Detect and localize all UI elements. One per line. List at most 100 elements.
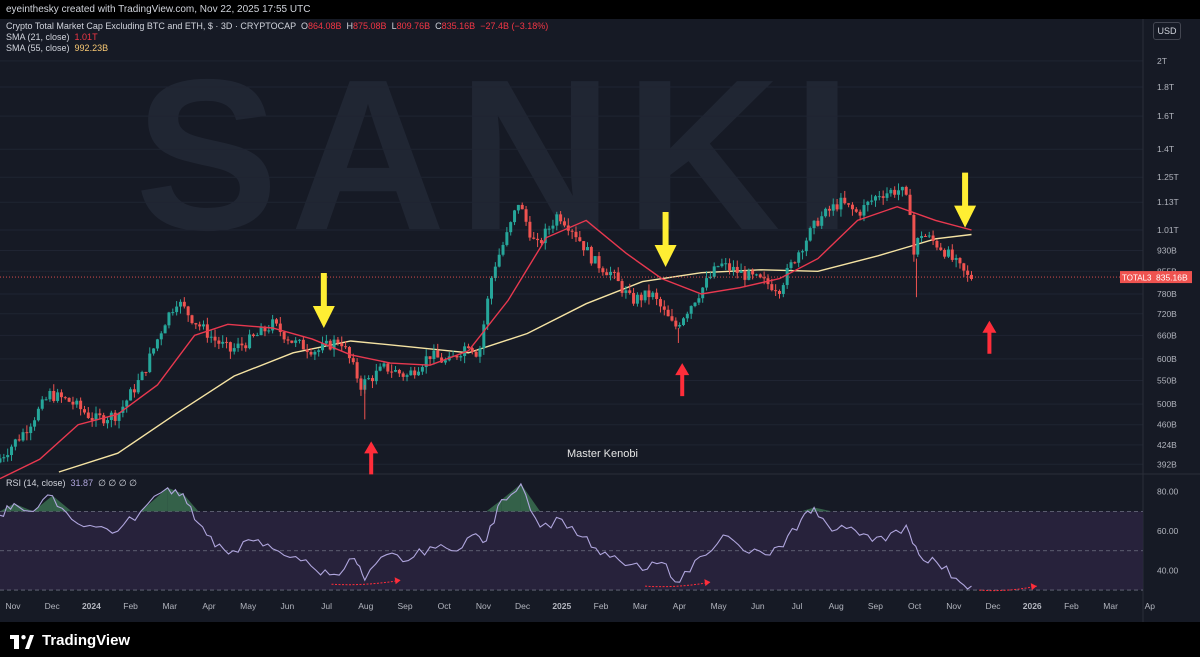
- time-tick-label: Nov: [946, 601, 962, 611]
- candle: [117, 412, 121, 421]
- time-tick-label: Mar: [162, 601, 177, 611]
- sma55-legend[interactable]: SMA (55, close) 992.23B: [6, 43, 108, 53]
- candle: [735, 266, 739, 273]
- candle: [432, 350, 436, 359]
- candle: [513, 210, 517, 223]
- candle: [175, 306, 179, 313]
- ohlc-change: −27.4B (−3.18%): [480, 21, 549, 31]
- candle: [221, 341, 225, 344]
- candle: [935, 240, 939, 248]
- candle: [551, 225, 555, 229]
- candle: [570, 230, 574, 232]
- candle: [854, 209, 858, 212]
- candle: [804, 240, 808, 252]
- price-tick-label: 392B: [1157, 459, 1177, 469]
- candle: [758, 274, 762, 278]
- candle: [309, 351, 313, 355]
- candle: [225, 341, 229, 343]
- candle: [478, 348, 482, 357]
- time-tick-label: Mar: [1103, 601, 1118, 611]
- candle: [674, 320, 678, 327]
- candle: [812, 220, 816, 229]
- candle: [747, 270, 751, 280]
- candle: [52, 391, 56, 401]
- candle: [466, 346, 470, 349]
- candle: [186, 306, 190, 316]
- candle: [490, 277, 494, 299]
- candle: [966, 270, 970, 275]
- ohlc-h-value: 875.08B: [353, 21, 387, 31]
- rsi-line: [0, 482, 972, 590]
- candle: [697, 298, 701, 303]
- rsi-divergence-arrow: [645, 581, 711, 588]
- candle: [685, 313, 689, 319]
- rsi-legend[interactable]: RSI (14, close) 31.87 ∅ ∅ ∅ ∅: [6, 478, 137, 489]
- candle: [321, 343, 325, 351]
- time-tick-label: Feb: [594, 601, 609, 611]
- candle: [44, 399, 48, 401]
- candle: [59, 392, 63, 398]
- candle: [793, 262, 797, 264]
- sma21-legend[interactable]: SMA (21, close) 1.01T: [6, 32, 98, 42]
- ohlc-o-label: O: [300, 21, 308, 31]
- time-tick-label: Jul: [321, 601, 332, 611]
- chart-area[interactable]: SANKI 2T 1.8T 1.6T 1.4T 1.25T 1.13T 1.01T 930B 8…: [0, 19, 1200, 622]
- candle: [520, 204, 524, 210]
- ohlc-o-value: 864.08B: [307, 21, 342, 31]
- rsi-overbought-fill: [140, 487, 168, 512]
- candle: [562, 221, 566, 226]
- candle: [509, 222, 513, 233]
- candle: [916, 238, 920, 255]
- candle: [328, 340, 332, 350]
- price-tick-label: 1.13T: [1157, 197, 1179, 207]
- currency-button[interactable]: USD: [1153, 22, 1181, 40]
- time-tick-label: 2024: [82, 601, 101, 611]
- time-tick-label: May: [240, 601, 257, 611]
- time-tick-label: Oct: [908, 601, 922, 611]
- candle: [543, 228, 547, 244]
- sma21-label: SMA (21, close): [6, 32, 70, 42]
- candle: [632, 292, 636, 304]
- annotation-master-kenobi: Master Kenobi: [567, 448, 638, 460]
- candle: [417, 371, 421, 376]
- rsi-tick-label: 60.00: [1157, 526, 1179, 536]
- candle: [240, 343, 244, 346]
- candle: [278, 323, 282, 332]
- price-tag-value-bg: [1153, 271, 1192, 284]
- candle: [17, 439, 21, 441]
- candle: [440, 357, 444, 363]
- candle: [701, 287, 705, 299]
- tradingview-logo[interactable]: TradingView: [10, 631, 150, 651]
- candle: [954, 258, 958, 260]
- time-tick-label: Aug: [358, 601, 373, 611]
- candle: [424, 356, 428, 368]
- candle: [797, 252, 801, 263]
- candle: [455, 355, 459, 358]
- candle: [301, 339, 305, 350]
- candle: [962, 263, 966, 271]
- chart-svg[interactable]: SANKI 2T 1.8T 1.6T 1.4T 1.25T 1.13T 1.01T 930B 8…: [0, 19, 1200, 622]
- candle: [129, 389, 133, 401]
- candle: [63, 397, 67, 399]
- candle: [298, 339, 302, 341]
- candle: [670, 316, 674, 321]
- ohlc-h-label: H: [346, 21, 354, 31]
- candle: [25, 432, 29, 434]
- candle: [125, 400, 129, 407]
- candle: [282, 331, 286, 340]
- candle: [635, 294, 639, 304]
- candle: [2, 457, 6, 459]
- candle: [40, 399, 44, 409]
- candle: [209, 336, 213, 338]
- candle: [946, 249, 950, 257]
- candle: [486, 298, 490, 325]
- tradingview-brand: TradingView: [42, 632, 131, 649]
- candle: [159, 333, 163, 340]
- candle: [574, 231, 578, 238]
- candle: [13, 439, 17, 447]
- price-tick-label: 600B: [1157, 354, 1177, 364]
- candle: [628, 290, 632, 293]
- symbol-title[interactable]: Crypto Total Market Cap Excluding BTC an…: [6, 21, 296, 31]
- candle: [893, 189, 897, 195]
- symbol-legend[interactable]: Crypto Total Market Cap Excluding BTC an…: [6, 21, 548, 31]
